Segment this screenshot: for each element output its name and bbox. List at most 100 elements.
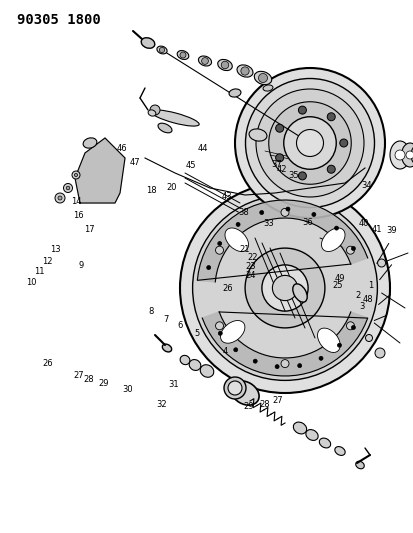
Polygon shape <box>197 200 367 282</box>
Circle shape <box>58 196 62 200</box>
Text: 34: 34 <box>360 181 371 190</box>
Circle shape <box>326 113 335 121</box>
Text: 28: 28 <box>259 400 270 408</box>
Ellipse shape <box>249 129 266 141</box>
Circle shape <box>298 172 306 180</box>
Text: 2: 2 <box>355 292 360 300</box>
Text: 29: 29 <box>98 379 109 388</box>
Ellipse shape <box>410 145 413 165</box>
Text: 14: 14 <box>71 197 82 206</box>
Circle shape <box>201 58 208 64</box>
Circle shape <box>255 89 363 197</box>
Circle shape <box>192 196 377 381</box>
Text: 11: 11 <box>34 268 45 276</box>
Text: 31: 31 <box>168 381 179 389</box>
Text: 16: 16 <box>73 212 84 220</box>
Circle shape <box>215 246 223 254</box>
Text: 26: 26 <box>222 285 233 293</box>
Circle shape <box>405 151 413 159</box>
Circle shape <box>245 78 374 207</box>
Text: 45: 45 <box>185 161 195 169</box>
Ellipse shape <box>317 328 339 352</box>
Text: 1: 1 <box>367 281 372 289</box>
Text: 35: 35 <box>288 172 299 180</box>
Circle shape <box>339 139 347 147</box>
Polygon shape <box>75 138 125 203</box>
Text: 10: 10 <box>26 278 36 287</box>
Text: 36: 36 <box>301 219 312 227</box>
Circle shape <box>374 348 384 358</box>
Ellipse shape <box>83 138 97 148</box>
Circle shape <box>285 207 289 211</box>
Circle shape <box>253 359 256 363</box>
Circle shape <box>337 343 341 347</box>
Circle shape <box>74 173 77 176</box>
Ellipse shape <box>223 377 245 399</box>
Circle shape <box>218 332 222 335</box>
Ellipse shape <box>254 71 271 85</box>
Ellipse shape <box>355 461 363 469</box>
Circle shape <box>244 248 324 328</box>
Text: 3: 3 <box>359 302 364 311</box>
Ellipse shape <box>162 344 171 352</box>
Circle shape <box>258 74 267 83</box>
Text: 6: 6 <box>177 321 182 329</box>
Circle shape <box>346 246 354 254</box>
Circle shape <box>351 326 354 329</box>
Circle shape <box>346 322 354 330</box>
Circle shape <box>235 68 384 218</box>
Text: 26: 26 <box>42 359 53 368</box>
Text: 13: 13 <box>50 245 61 254</box>
Ellipse shape <box>224 228 248 252</box>
Text: 42: 42 <box>276 165 287 174</box>
Ellipse shape <box>230 381 259 405</box>
Ellipse shape <box>305 430 318 440</box>
Ellipse shape <box>236 65 252 77</box>
Circle shape <box>297 364 301 368</box>
Circle shape <box>159 47 164 53</box>
Text: 20: 20 <box>166 183 177 192</box>
Ellipse shape <box>389 141 409 169</box>
Polygon shape <box>202 312 367 376</box>
Text: 39: 39 <box>385 226 396 235</box>
Ellipse shape <box>262 85 272 91</box>
Circle shape <box>259 211 263 214</box>
Ellipse shape <box>220 320 244 343</box>
Text: 21: 21 <box>238 245 249 254</box>
Circle shape <box>233 348 237 352</box>
Ellipse shape <box>292 284 306 302</box>
Text: 30: 30 <box>122 385 133 393</box>
Ellipse shape <box>200 365 213 377</box>
Circle shape <box>228 381 242 395</box>
Ellipse shape <box>177 51 188 60</box>
Circle shape <box>280 360 288 368</box>
Text: 27: 27 <box>73 372 84 380</box>
Circle shape <box>217 241 221 246</box>
Text: 27: 27 <box>271 397 282 405</box>
Text: 22: 22 <box>247 253 257 262</box>
Ellipse shape <box>148 110 156 116</box>
Text: 32: 32 <box>156 400 166 408</box>
Text: 18: 18 <box>145 187 156 195</box>
Text: 8: 8 <box>148 308 153 316</box>
Text: 4: 4 <box>223 348 228 356</box>
Text: 47: 47 <box>129 158 140 167</box>
Text: 90305 1800: 90305 1800 <box>17 13 100 27</box>
Circle shape <box>272 276 297 301</box>
Text: 17: 17 <box>83 225 94 233</box>
Text: 49: 49 <box>333 274 344 282</box>
Ellipse shape <box>321 228 344 252</box>
Circle shape <box>180 183 389 393</box>
Text: 44: 44 <box>197 144 208 152</box>
Ellipse shape <box>228 89 240 97</box>
Circle shape <box>377 259 385 267</box>
Text: 24: 24 <box>244 271 255 280</box>
Circle shape <box>326 165 335 173</box>
Circle shape <box>240 67 249 75</box>
Text: 38: 38 <box>237 208 248 216</box>
Circle shape <box>318 356 322 360</box>
Circle shape <box>66 186 70 190</box>
Ellipse shape <box>217 60 232 70</box>
Circle shape <box>334 226 338 230</box>
Ellipse shape <box>150 110 199 126</box>
